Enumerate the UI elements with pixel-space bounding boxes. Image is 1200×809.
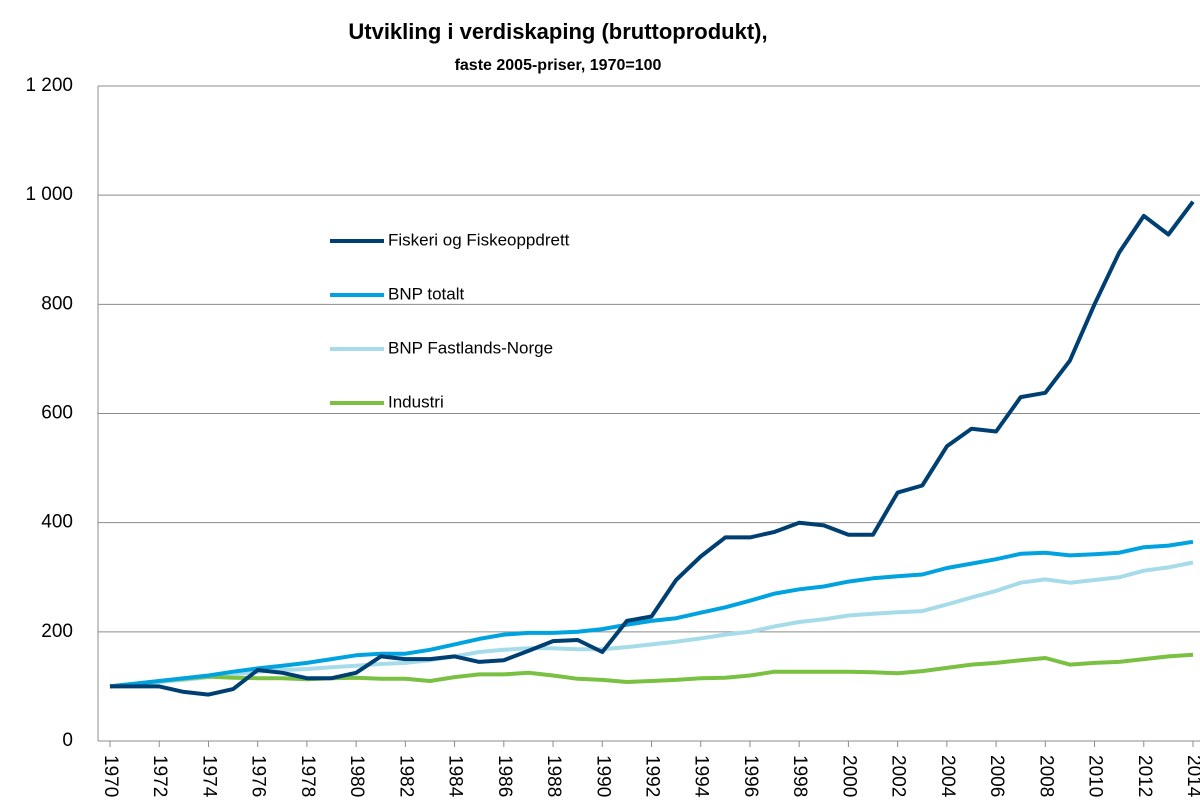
x-tick-label: 2014 [1183,755,1200,798]
x-tick-label: 1996 [740,755,761,797]
chart-subtitle: faste 2005-priser, 1970=100 [455,57,662,74]
x-tick-label: 1990 [592,755,613,797]
x-tick-label: 2000 [838,755,859,797]
x-tick-label: 2002 [888,755,909,797]
x-tick-label: 1984 [445,755,466,798]
x-tick-label: 2010 [1085,755,1106,797]
y-tick-label: 800 [41,293,73,314]
series-line [109,652,1194,689]
x-tick-label: 1998 [789,755,810,797]
x-tick-label: 1974 [198,755,219,798]
x-tick-label: 1980 [346,755,367,797]
series-line [110,200,1195,697]
y-tick-label: 0 [62,730,73,751]
x-tick-label: 1978 [297,755,318,797]
legend-label: BNP totalt [388,284,465,303]
x-tick-label: 1986 [494,755,515,797]
x-tick-label: 1994 [691,755,712,798]
y-tick-label: 600 [41,403,73,424]
x-tick-label: 1972 [149,755,170,797]
y-tick-label: 400 [41,512,73,533]
x-tick-label: 2012 [1134,755,1155,797]
y-tick-label: 1 000 [25,184,73,205]
x-tick-label: 1988 [543,755,564,797]
series-line [109,539,1194,689]
series-line [109,560,1194,689]
x-tick-label: 2006 [986,755,1007,797]
legend-label: Fiskeri og Fiskeoppdrett [388,230,570,249]
legend-label: Industri [388,392,444,411]
x-tick-label: 1982 [395,755,416,797]
x-tick-label: 2004 [937,755,958,798]
x-tick-label: 2008 [1035,755,1056,797]
legend-label: BNP Fastlands-Norge [388,338,553,357]
x-tick-label: 1970 [100,755,121,797]
y-tick-label: 200 [41,621,73,642]
chart-title: Utvikling i verdiskaping (bruttoprodukt)… [348,19,767,44]
x-tick-label: 1992 [641,755,662,797]
y-tick-label: 1 200 [25,75,73,96]
x-tick-label: 1976 [248,755,269,797]
